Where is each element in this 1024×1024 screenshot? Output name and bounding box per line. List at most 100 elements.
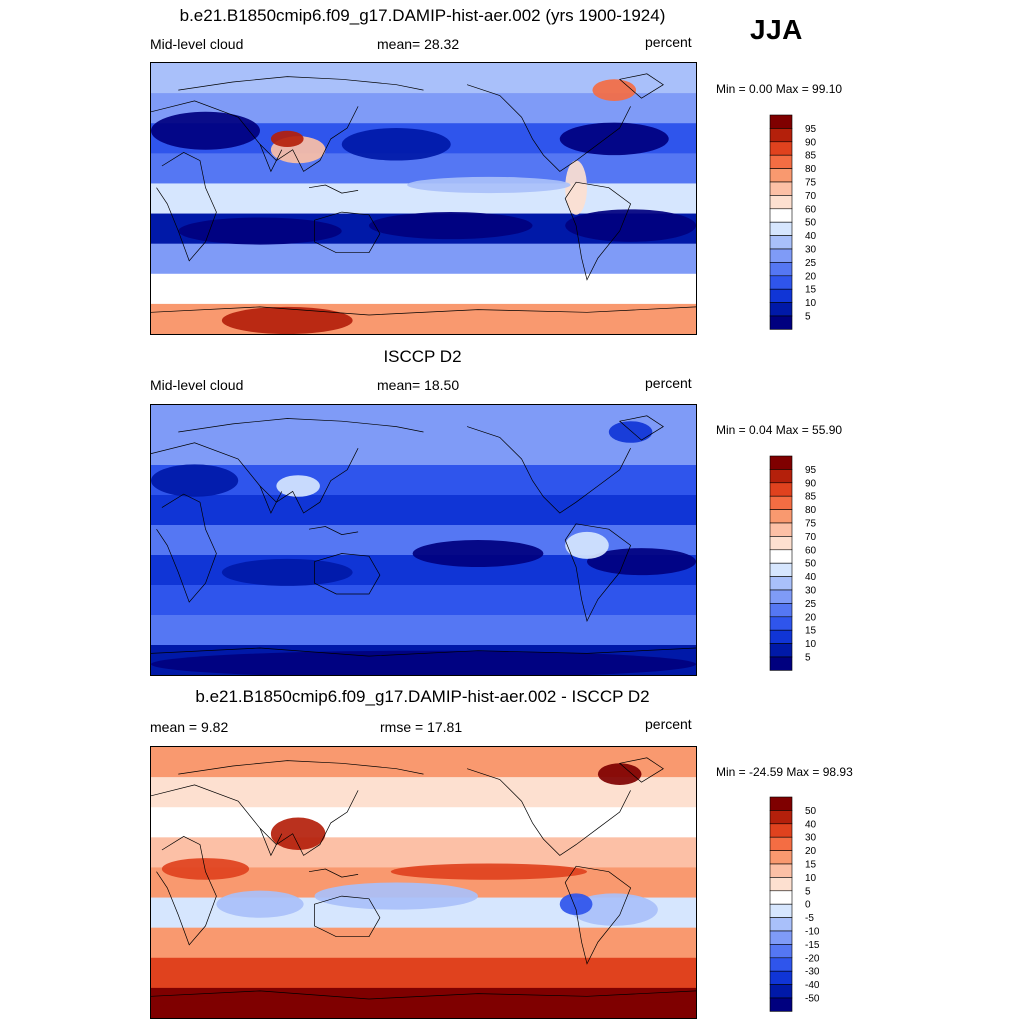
colorbar-2-tick-label: 30 — [805, 833, 817, 844]
map-0-contour-region — [151, 111, 260, 150]
map-0-coastline — [618, 73, 664, 99]
map-2-coastline — [314, 895, 381, 938]
map-2-contour-region — [559, 893, 593, 916]
colorbar-1-tick-label: 90 — [805, 478, 817, 489]
colorbar-0-swatch — [769, 141, 793, 156]
colorbar-0-tick-label: 30 — [805, 245, 817, 256]
map-1-coastline — [618, 415, 664, 441]
colorbar-1-swatch — [769, 603, 793, 618]
panel-1-variable-label: Mid-level cloud — [150, 36, 244, 52]
panel-3-map — [150, 746, 697, 1019]
colorbar-1-swatch — [769, 589, 793, 604]
colorbar-1-swatch — [769, 469, 793, 484]
map-0-coastline — [151, 100, 359, 172]
colorbar-2-tick-label: 15 — [805, 860, 817, 871]
colorbar-0-tick-label: 90 — [805, 137, 817, 148]
colorbar-0-tick-label: 60 — [805, 204, 817, 215]
panel-2-map — [150, 404, 697, 676]
map-1-contour-region — [276, 475, 320, 497]
colorbar-0-swatch — [769, 302, 793, 317]
map-2-coastline — [466, 768, 631, 856]
map-2-contour-region — [597, 763, 642, 785]
colorbar-2-swatch — [769, 930, 793, 945]
map-1-contour-region — [608, 421, 653, 443]
colorbar-1-tick-label: 80 — [805, 505, 817, 516]
colorbar-0-swatch — [769, 114, 793, 129]
colorbar-1-swatch — [769, 643, 793, 658]
map-0-coastline — [308, 184, 359, 194]
map-1-coastline — [308, 526, 359, 535]
map-2-coastline — [151, 784, 359, 856]
map-2-contour-region — [216, 890, 304, 918]
colorbar-2-swatch — [769, 877, 793, 892]
panel-1-colorbar: 95 90 85 80 75 70 60 50 40 30 25 20 15 10 5 — [769, 114, 830, 330]
colorbar-2-tick-label: -10 — [805, 927, 820, 938]
colorbar-1-tick-label: 95 — [805, 465, 817, 476]
colorbar-2-swatch — [769, 917, 793, 932]
colorbar-2-tick-label: 40 — [805, 819, 817, 830]
map-1-contour-region — [151, 650, 696, 675]
colorbar-2-swatch — [769, 810, 793, 825]
panel-1-mean-label: mean= 28.32 — [377, 36, 460, 52]
map-0-contour-region — [221, 306, 353, 334]
map-2-contour-region — [570, 893, 658, 926]
colorbar-2-swatch — [769, 850, 793, 865]
colorbar-2-swatch — [769, 890, 793, 905]
map-1-coastline — [259, 485, 283, 514]
map-2-contour-region — [161, 858, 250, 880]
colorbar-1-swatch — [769, 562, 793, 577]
panel-2-units-label: percent — [645, 375, 692, 391]
map-0-contour-region — [407, 176, 571, 194]
panel-3-contour-plot — [151, 747, 696, 1018]
colorbar-2-tick-label: -30 — [805, 967, 820, 978]
colorbar-0-swatch — [769, 195, 793, 210]
colorbar-1-swatch — [769, 629, 793, 644]
colorbar-2-tick-label: 5 — [805, 886, 811, 897]
colorbar-1-tick-label: 40 — [805, 572, 817, 583]
map-1-zonal-band — [151, 435, 696, 466]
colorbar-1-swatch — [769, 616, 793, 631]
map-0-coastline — [466, 84, 631, 172]
map-2-coastline — [151, 990, 696, 1000]
colorbar-1-tick-label: 20 — [805, 612, 817, 623]
map-0-zonal-band — [151, 243, 696, 275]
map-2-coastline — [178, 760, 424, 775]
map-2-coastline — [308, 868, 359, 878]
map-1-contour-region — [587, 548, 696, 576]
map-1-zonal-band — [151, 615, 696, 646]
map-1-coastline — [151, 647, 696, 657]
map-2-contour-region — [390, 863, 587, 880]
colorbar-2-tick-label: -20 — [805, 953, 820, 964]
colorbar-0-tick-label: 20 — [805, 271, 817, 282]
colorbar-1-tick-label: 5 — [805, 653, 811, 664]
panel-3-minmax: Min = -24.59 Max = 98.93 — [716, 765, 853, 779]
map-2-zonal-band — [151, 807, 696, 839]
map-0-coastline — [314, 211, 381, 254]
colorbar-1-swatch — [769, 455, 793, 470]
map-1-contour-region — [412, 540, 544, 567]
colorbar-1-swatch — [769, 549, 793, 564]
colorbar-1-swatch — [769, 536, 793, 551]
colorbar-1-tick-label: 25 — [805, 599, 817, 610]
panel-3-mean-label: mean = 9.82 — [150, 719, 229, 735]
colorbar-2-tick-label: 0 — [805, 900, 811, 911]
map-1-coastline — [151, 442, 359, 514]
map-0-contour-region — [270, 130, 304, 148]
colorbar-2-tick-label: -5 — [805, 913, 814, 924]
map-0-contour-region — [369, 212, 533, 240]
panel-1-title: b.e21.B1850cmip6.f09_g17.DAMIP-hist-aer.… — [179, 6, 666, 25]
colorbar-0-tick-label: 10 — [805, 298, 817, 309]
map-1-zonal-band — [151, 585, 696, 616]
map-1-coastline — [178, 418, 424, 433]
map-0-coastline — [178, 76, 424, 91]
panel-2-colorbar: 95 90 85 80 75 70 60 50 40 30 25 20 15 10 5 — [769, 455, 830, 671]
panel-3-rmse-label: rmse = 17.81 — [380, 719, 463, 735]
colorbar-1-swatch — [769, 656, 793, 671]
colorbar-1-swatch — [769, 495, 793, 510]
colorbar-0-tick-label: 50 — [805, 218, 817, 229]
map-2-coastline — [564, 865, 632, 965]
colorbar-2-swatch — [769, 823, 793, 838]
colorbar-0-swatch — [769, 168, 793, 183]
colorbar-0-swatch — [769, 221, 793, 236]
map-2-contour-region — [270, 817, 326, 850]
